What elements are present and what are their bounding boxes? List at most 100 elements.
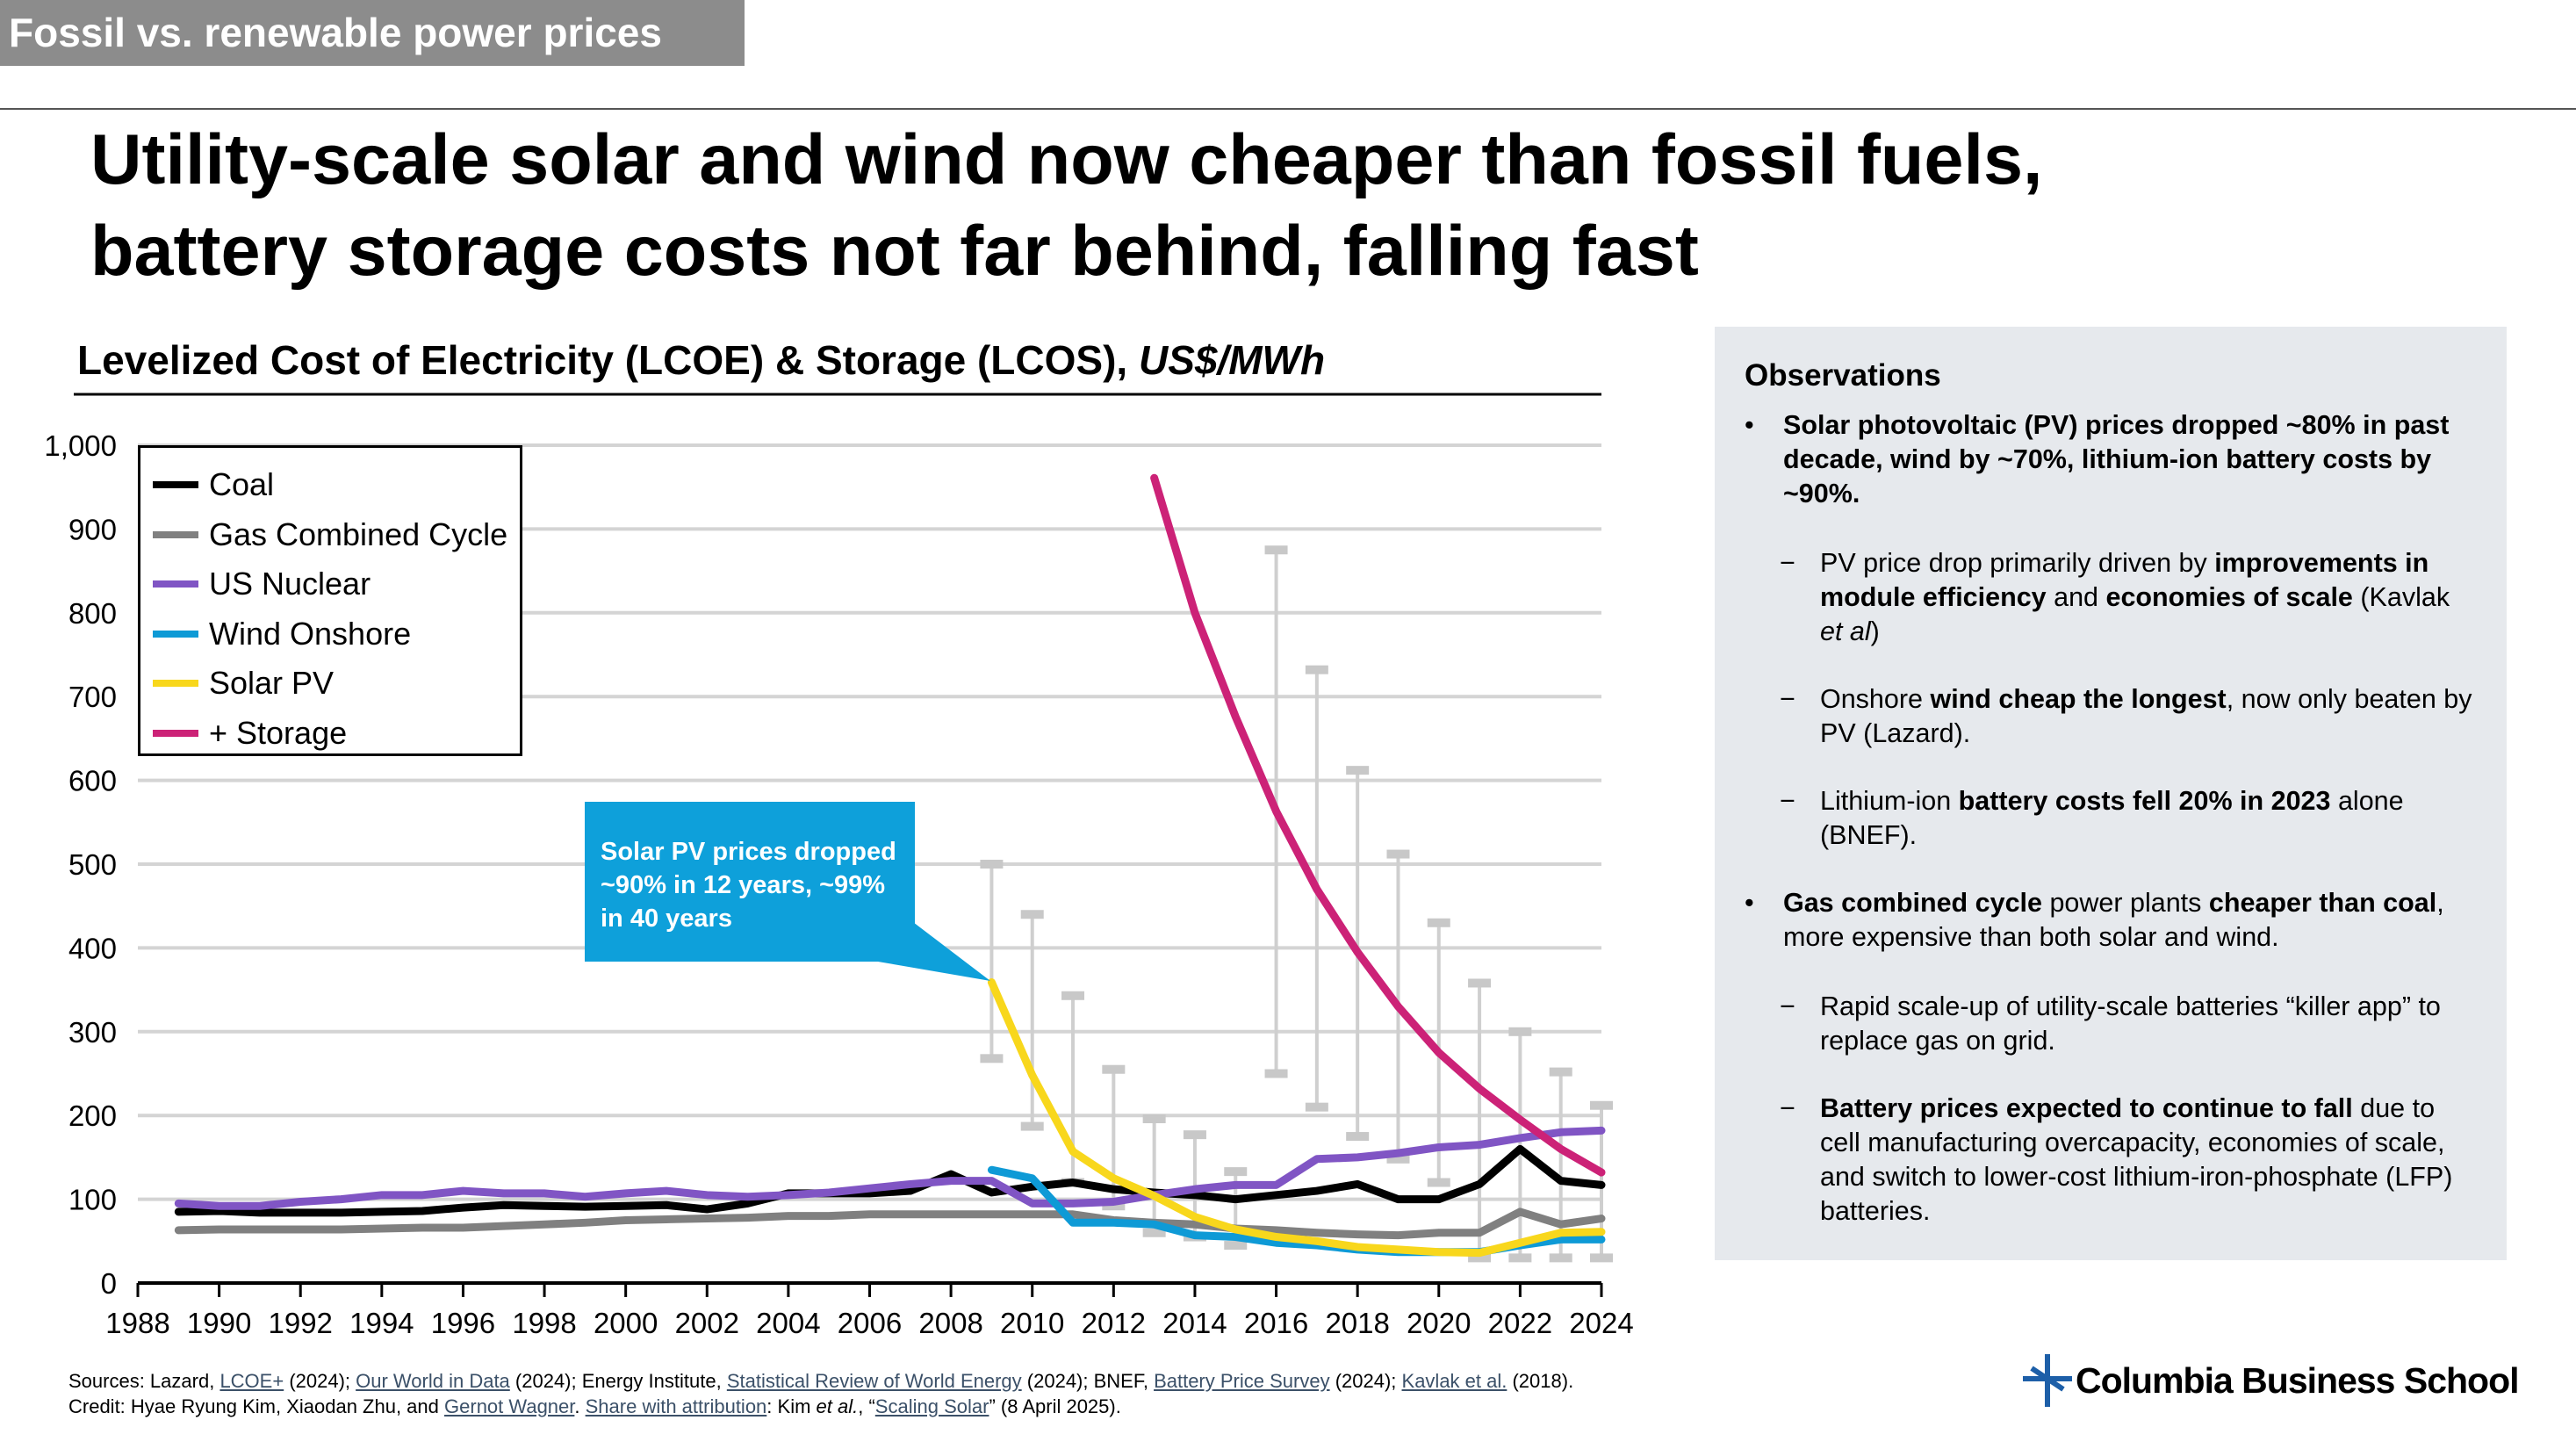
text: . <box>574 1395 586 1417</box>
link-kavlak[interactable]: Kavlak et al. <box>1401 1370 1507 1392</box>
range-cap-low <box>1305 1102 1328 1112</box>
obs-text: , now only beaten by PV (Lazard). <box>1820 684 2472 748</box>
series-line-solar-pv <box>987 978 1606 1258</box>
y-tick-label: 400 <box>68 932 117 964</box>
obs-text: Onshore <box>1820 684 1931 714</box>
text: , “ <box>858 1395 875 1417</box>
x-tick-label: 2014 <box>1162 1307 1227 1339</box>
page-title: Utility-scale solar and wind now cheaper… <box>90 114 2373 297</box>
legend-swatch <box>153 481 198 489</box>
range-cap-low <box>1264 1069 1288 1078</box>
link-scaling-solar[interactable]: Scaling Solar <box>874 1395 989 1417</box>
x-tick-label: 2020 <box>1407 1307 1471 1339</box>
text: ” (8 April 2025). <box>989 1395 1121 1417</box>
range-cap-low <box>1102 1201 1126 1211</box>
x-tick-label: 2002 <box>675 1307 739 1339</box>
logo-text: Columbia Business School <box>2076 1359 2520 1401</box>
text: : Kim <box>766 1395 817 1417</box>
y-tick-label: 100 <box>68 1184 117 1216</box>
legend-label: US Nuclear <box>209 566 371 602</box>
legend-swatch <box>153 580 198 588</box>
x-tick-label: 2016 <box>1244 1307 1308 1339</box>
x-tick-label: 2012 <box>1082 1307 1146 1339</box>
text: (2024); <box>284 1370 356 1392</box>
legend-label: Solar PV <box>209 665 335 702</box>
obs-text: (Kavlak <box>2352 582 2450 612</box>
x-tick-label: 2024 <box>1569 1307 1633 1339</box>
range-cap-high <box>1305 665 1328 674</box>
range-cap-high <box>1468 978 1492 988</box>
range-cap-high <box>1264 545 1288 555</box>
observation-2b: Battery prices expected to continue to f… <box>1745 1092 2477 1229</box>
title-line-1: Utility-scale solar and wind now cheaper… <box>90 120 2043 199</box>
observation-2: Gas combined cycle power plants cheaper … <box>1745 886 2477 955</box>
link-owid[interactable]: Our World in Data <box>356 1370 510 1392</box>
legend-item: Solar PV <box>153 659 520 709</box>
x-tick-label: 1998 <box>512 1307 576 1339</box>
range-cap-low <box>1224 1241 1248 1251</box>
obs-text: power plants <box>2041 888 2209 918</box>
range-cap-high <box>1590 1100 1613 1110</box>
observation-1b: Onshore wind cheap the longest, now only… <box>1745 682 2477 751</box>
obs-text: wind cheap the longest <box>1930 684 2227 714</box>
x-tick-label: 1994 <box>349 1307 414 1339</box>
range-cap-high <box>1346 766 1370 775</box>
link-lcoe[interactable]: LCOE+ <box>219 1370 284 1392</box>
chart-legend: Coal Gas Combined Cycle US Nuclear Wind Ons… <box>138 445 522 756</box>
chart-title: Levelized Cost of Electricity (LCOE) & S… <box>77 336 1325 384</box>
text: Sources: Lazard, <box>68 1370 220 1392</box>
y-tick-label: 200 <box>68 1099 117 1132</box>
observation-1: Solar photovoltaic (PV) prices dropped ~… <box>1745 408 2477 511</box>
x-tick-label: 2010 <box>1000 1307 1064 1339</box>
legend-label: Coal <box>209 466 275 503</box>
range-cap-high <box>1061 991 1085 1000</box>
legend-item: Wind Onshore <box>153 609 520 660</box>
obs-text: due to cell manufacturing overcapacity, … <box>1820 1093 2453 1226</box>
footer-sources: Sources: Lazard, LCOE+ (2024); Our World… <box>68 1368 1573 1419</box>
legend-label: + Storage <box>209 714 348 751</box>
series-line-gas-combined-cycle <box>174 1208 1606 1240</box>
legend-label: Wind Onshore <box>209 615 412 652</box>
link-statistical-review[interactable]: Statistical Review of World Energy <box>726 1370 1022 1392</box>
section-tag: Fossil vs. renewable power prices <box>0 0 745 66</box>
series-line-storage <box>1150 473 1606 1177</box>
range-cap-high <box>1386 849 1410 859</box>
sources-line: Sources: Lazard, LCOE+ (2024); Our World… <box>68 1368 1573 1394</box>
range-cap-high <box>1102 1064 1126 1074</box>
x-tick-label: 2022 <box>1488 1307 1552 1339</box>
text: (2024); <box>1329 1370 1402 1392</box>
y-tick-label: 700 <box>68 681 117 713</box>
range-cap-high <box>1183 1130 1206 1140</box>
range-cap-low <box>1427 1178 1450 1187</box>
legend-swatch <box>153 530 198 538</box>
range-cap-high <box>1549 1067 1572 1077</box>
y-tick-label: 900 <box>68 513 117 545</box>
obs-text: and <box>2046 582 2106 612</box>
obs-text: cheaper than coal <box>2208 888 2437 918</box>
link-battery-survey[interactable]: Battery Price Survey <box>1154 1370 1330 1392</box>
y-tick-label: 0 <box>101 1267 117 1300</box>
text: (2024); BNEF, <box>1021 1370 1155 1392</box>
range-cap-high <box>980 860 1004 869</box>
obs-text: Rapid scale-up of utility-scale batterie… <box>1820 991 2441 1056</box>
range-cap-high <box>1142 1114 1166 1124</box>
observation-1a: PV price drop primarily driven by improv… <box>1745 546 2477 649</box>
series-line-coal <box>174 1144 1606 1217</box>
obs-text: Solar photovoltaic (PV) prices dropped ~… <box>1783 410 2450 508</box>
text: et al. <box>816 1395 859 1417</box>
range-cap-low <box>1468 1253 1492 1263</box>
range-cap-low <box>1142 1228 1166 1237</box>
observation-2a: Rapid scale-up of utility-scale batterie… <box>1745 990 2477 1058</box>
range-cap-low <box>1508 1253 1532 1263</box>
range-cap-low <box>1020 1121 1044 1131</box>
text: (2024); Energy Institute, <box>509 1370 727 1392</box>
obs-text: et al <box>1820 616 1871 646</box>
x-tick-label: 2004 <box>756 1307 820 1339</box>
title-line-2: battery storage costs not far behind, fa… <box>90 212 1699 291</box>
link-gernot-wagner[interactable]: Gernot Wagner <box>444 1395 575 1417</box>
observation-1c: Lithium-ion battery costs fell 20% in 20… <box>1745 784 2477 853</box>
range-cap-low <box>1590 1253 1613 1263</box>
link-share[interactable]: Share with attribution <box>585 1395 767 1417</box>
x-tick-label: 1992 <box>269 1307 333 1339</box>
solar-annotation: Solar PV prices dropped ~90% in 12 years… <box>585 802 915 962</box>
